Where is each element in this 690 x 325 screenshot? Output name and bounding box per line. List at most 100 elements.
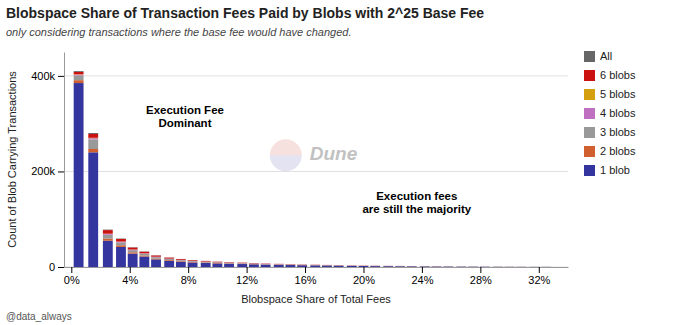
bar-segment [188,260,198,261]
bar-segment [407,266,417,267]
bar-segment [359,265,369,266]
bar-segment [493,266,503,267]
bar-segment [322,264,332,265]
legend: All6 blobs5 blobs4 blobs3 blobs2 blobs1 … [584,50,636,176]
bar-segment [334,265,344,266]
bar-segment [480,266,490,267]
series [74,72,551,267]
legend-swatch [584,89,595,100]
legend-swatch [584,165,595,176]
bar-segment [516,266,526,267]
bar-segment [151,255,161,256]
bar-segment [188,260,198,262]
grid-line [64,75,568,76]
bar-segment [322,264,332,265]
bar-segment [443,266,453,267]
bar-segment [322,265,332,266]
bar-segment [516,266,526,267]
bar-segment [395,266,405,267]
bar-segment [274,263,284,264]
bar-segment [359,265,369,266]
bar-segment [151,256,161,257]
x-tick: 32% [528,267,550,286]
bar-segment [493,266,503,267]
bar-segment [359,266,369,267]
bar-segment [541,266,551,267]
y-tick-label: 200k [31,165,55,177]
bar-segment [261,263,271,264]
bar-segment [212,261,222,263]
bar-segment [456,266,466,267]
bar-segment [176,259,186,261]
bar-segment [103,239,113,241]
x-tick-mark [539,267,540,273]
bar-segment [516,266,526,267]
bar-segment [395,266,405,267]
bar-segment [310,265,320,267]
bar-segment [286,264,296,265]
bar-segment [443,266,453,267]
bar-segment [383,265,393,266]
bar-segment [480,266,490,267]
bar-segment [74,72,84,74]
legend-swatch [584,146,595,157]
plot-area: 0%4%8%12%16%20%24%28%32%0200k400kBlobspa… [6,53,569,306]
bar-segment [395,265,405,266]
bar-segment [432,266,442,267]
bar-segment [103,230,113,234]
bar-segment [249,263,259,264]
bar-segment [201,261,211,262]
bar-segment [274,264,284,265]
bar-segment [407,266,417,267]
bar-segment [74,71,84,73]
bar-segment [139,251,149,252]
bar-segment [297,264,307,265]
bar-segment [468,266,478,267]
bar-segment [347,265,357,266]
bar-segment [383,266,393,267]
bar-segment [237,264,247,267]
bar-segment [139,256,149,267]
bar-segment [505,266,515,267]
bar-segment [505,266,515,267]
subtitle: only considering transactions where the … [6,26,352,38]
bar-segment [505,266,515,267]
bar-segment [529,266,539,267]
bar-segment [286,264,296,265]
bar-segment [212,262,222,264]
grid-line [64,171,568,172]
bar-segment [347,265,357,266]
bar-segment [383,265,393,266]
bar-segment [310,265,320,266]
bar-segment [224,262,234,263]
bar-segment [88,133,98,135]
bar-segment [224,264,234,267]
bar-segment [261,263,271,264]
annotation: Execution FeeDominant [146,104,224,130]
bar-segment [370,265,380,266]
bar-segment [468,266,478,267]
bar-segment [188,262,198,267]
series [74,71,551,267]
bar-segment [420,266,430,267]
legend-item: 3 blobs [584,126,636,138]
bar-segment [201,260,211,261]
y-tick-mark [58,76,64,77]
bar-segment [116,242,126,245]
bar-segment [432,266,442,267]
bar-segment [480,266,490,267]
legend-label: 5 blobs [600,88,636,100]
bar-segment [480,266,490,267]
bar-segment [116,239,126,242]
bar-segment [201,260,211,262]
bar-segment [493,266,503,267]
bar-segment [493,266,503,267]
bar-segment [249,263,259,264]
y-tick-label: 400k [31,70,55,82]
series [74,75,551,267]
bar-segment [128,250,138,252]
bar-segment [261,263,271,264]
bar-segment [176,258,186,259]
bar-segment [541,266,551,267]
bar-segment [297,265,307,267]
